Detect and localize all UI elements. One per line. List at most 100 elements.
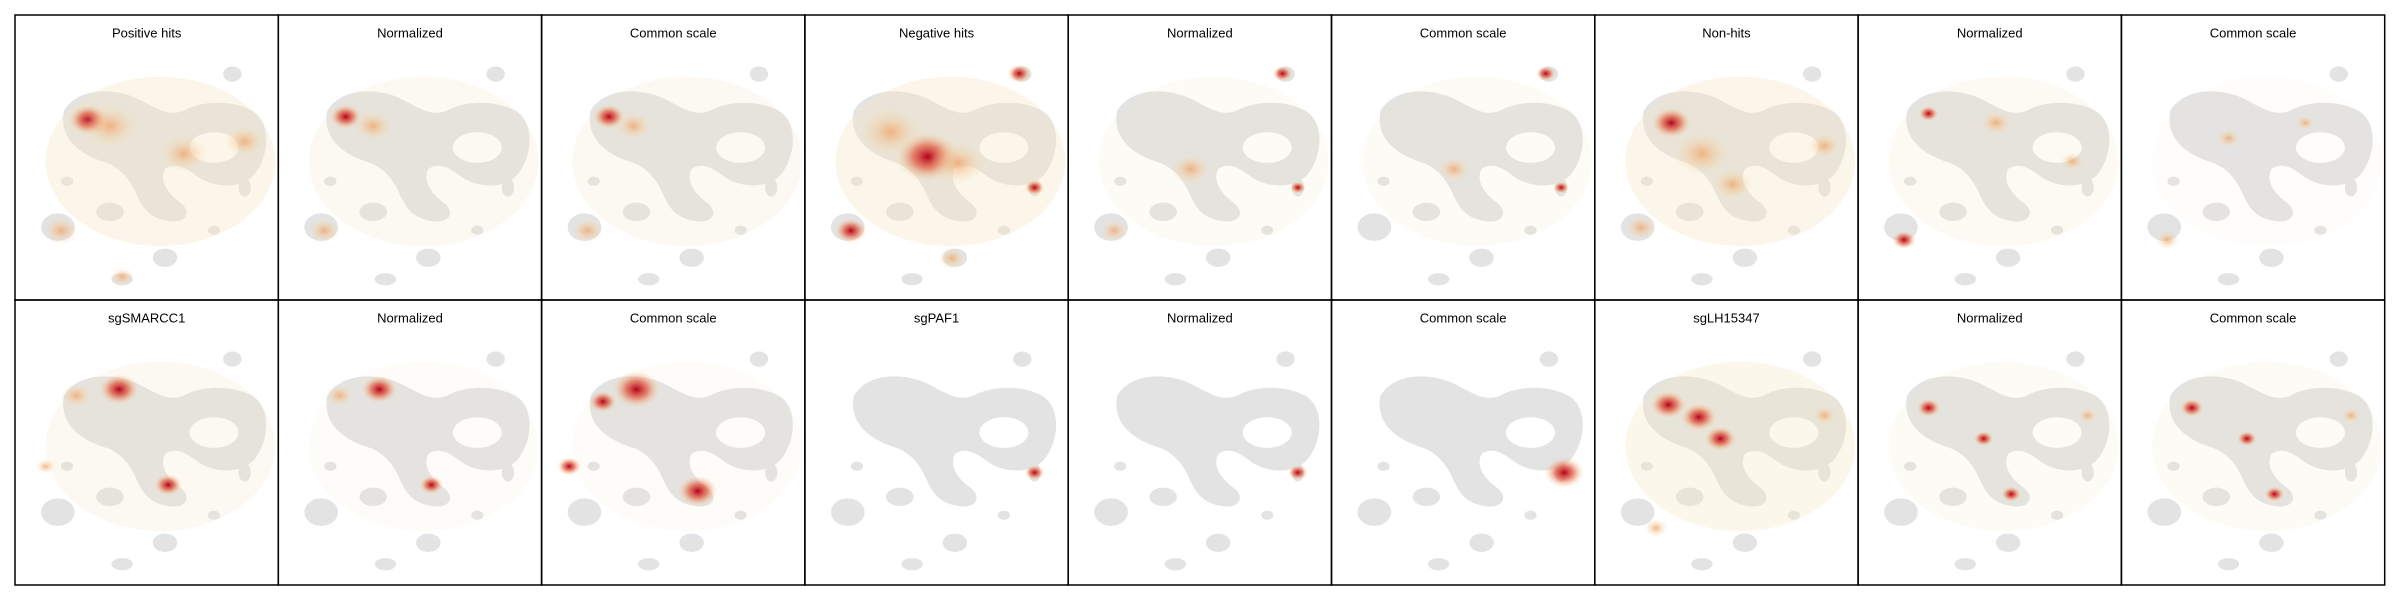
panel-title: Common scale: [630, 310, 717, 325]
density-spot: [82, 104, 138, 148]
density-spot: [1973, 430, 1994, 447]
density-spot: [325, 384, 354, 407]
panel-title: Normalized: [377, 25, 443, 40]
panel-title: Common scale: [1420, 25, 1507, 40]
panel-title: Normalized: [377, 310, 443, 325]
density-wash: [1888, 76, 2119, 247]
density-spot: [1272, 65, 1293, 82]
panel-title: Normalized: [1167, 310, 1233, 325]
density-spot: [308, 218, 341, 243]
density-spot: [224, 125, 265, 157]
panel-title: Normalized: [1957, 310, 2023, 325]
density-spot: [1704, 426, 1737, 451]
density-spot: [2295, 115, 2316, 131]
panel: Normalized: [1067, 14, 1333, 301]
density-spot: [1170, 153, 1211, 185]
panel-title: Normalized: [1167, 25, 1233, 40]
density: [834, 64, 1066, 270]
density-spot: [2060, 152, 2085, 171]
density-spot: [159, 135, 208, 173]
density: [1287, 464, 1308, 481]
panel: Normalized: [1067, 299, 1333, 586]
panel: Common scale: [540, 14, 806, 301]
panel: sgPAF1: [804, 299, 1069, 586]
density-spot: [361, 375, 398, 404]
density-spot: [677, 475, 718, 507]
panel: Non-hits: [1594, 14, 1859, 301]
density-spot: [60, 383, 93, 408]
density-spot: [858, 107, 923, 157]
density-spot: [1916, 398, 1941, 418]
density-spot: [588, 390, 617, 413]
panel: Common scale: [540, 299, 806, 586]
density-spot: [1650, 390, 1687, 419]
panel-title: sgLH15347: [1693, 310, 1760, 325]
density-spot: [1100, 219, 1129, 242]
density-spot: [937, 247, 966, 270]
density-spot: [1535, 65, 1556, 82]
density: [1888, 361, 2119, 532]
density-spot: [1812, 406, 1837, 425]
density-spot: [1287, 464, 1308, 481]
density-spot: [1438, 156, 1470, 182]
density-wash: [1362, 76, 1592, 247]
density-spot: [2179, 398, 2204, 418]
panel-title: Common scale: [2210, 25, 2297, 40]
density: [2152, 76, 2382, 250]
density-wash: [308, 76, 539, 247]
density-spot: [1624, 215, 1657, 240]
panel: Positive hits: [14, 14, 280, 301]
embedding: [830, 351, 1057, 571]
density-wash: [2152, 76, 2382, 247]
density-wash: [1888, 361, 2119, 532]
panel: Common scale: [2120, 14, 2386, 301]
density: [2152, 361, 2382, 532]
panel: sgLH15347: [1594, 299, 1859, 586]
density-spot: [2264, 486, 2285, 502]
density-spot: [110, 267, 135, 287]
density: [43, 76, 276, 287]
density-wash: [1098, 76, 1329, 247]
density-wash: [1625, 76, 1856, 247]
density: [1624, 76, 1856, 247]
density-spot: [2077, 407, 2098, 424]
density-spot: [557, 457, 582, 476]
panel-title: Common scale: [630, 25, 717, 40]
density-spot: [419, 475, 444, 495]
density: [1625, 361, 1856, 538]
density-spot: [43, 216, 79, 245]
density: [1362, 65, 1592, 247]
density-spot: [2236, 430, 2257, 447]
density-spot: [612, 370, 661, 408]
density-spot: [1979, 110, 2012, 136]
density-spot: [1644, 518, 1668, 538]
panel: Common scale: [1330, 299, 1596, 586]
panel-border: [2120, 299, 2386, 586]
density-spot: [1808, 133, 1841, 159]
density-spot: [35, 458, 56, 475]
density-spot: [930, 141, 986, 185]
density-spot: [1553, 181, 1570, 194]
panel: Common scale: [2120, 299, 2386, 586]
density-spot: [329, 104, 362, 129]
density: [571, 76, 802, 247]
density-spot: [834, 218, 867, 243]
density: [308, 361, 539, 532]
density-wash: [45, 361, 276, 532]
embedding: [1357, 351, 1583, 571]
panel-title: sgSMARCC1: [108, 310, 185, 325]
embedding: [1094, 351, 1320, 571]
density-spot: [2155, 230, 2180, 250]
panel: Normalized: [1857, 299, 2123, 586]
panel-title: Common scale: [2210, 310, 2297, 325]
density-spot: [2001, 486, 2022, 502]
density-spot: [1651, 107, 1692, 139]
panel-title: Negative hits: [899, 25, 975, 40]
panel: Normalized: [277, 14, 543, 301]
density-spot: [1680, 403, 1717, 431]
density: [1544, 457, 1585, 488]
density-spot: [99, 373, 139, 405]
density-spot: [353, 110, 394, 142]
density-spot: [1024, 179, 1045, 196]
